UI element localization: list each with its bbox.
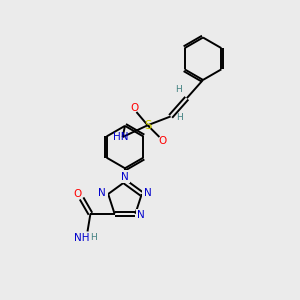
Text: S: S [144,119,151,132]
Text: O: O [131,103,139,113]
Text: N: N [98,188,106,197]
Text: O: O [159,136,167,146]
Text: HN: HN [113,132,129,142]
Text: H: H [91,233,98,242]
Text: NH: NH [74,233,90,243]
Text: N: N [144,188,152,197]
Text: O: O [73,189,81,199]
Text: H: H [176,113,183,122]
Text: N: N [121,172,129,182]
Text: H: H [175,85,182,94]
Text: N: N [137,210,145,220]
